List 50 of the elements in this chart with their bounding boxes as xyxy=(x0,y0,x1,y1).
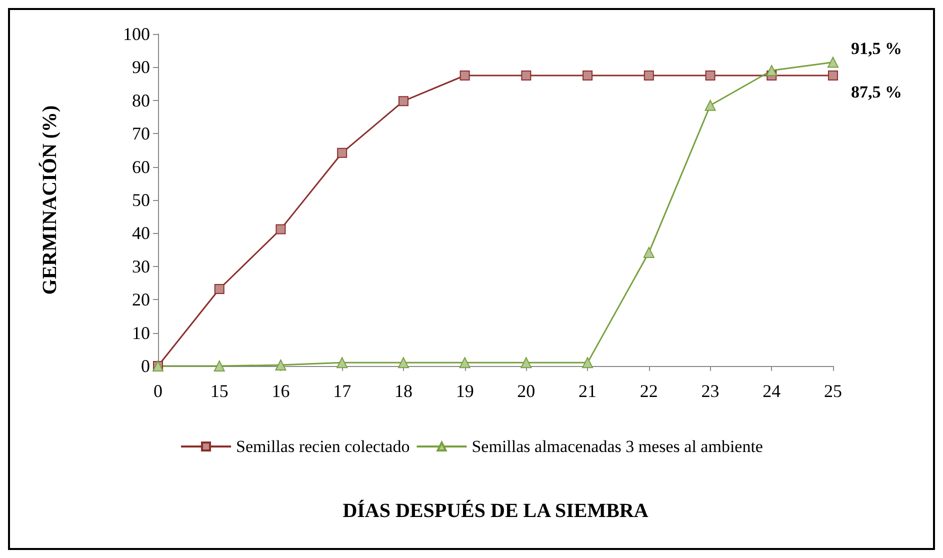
y-tick-label: 80 xyxy=(132,90,150,110)
point xyxy=(398,96,408,106)
x-tick-label: 24 xyxy=(762,381,781,401)
annotation: 87,5 % xyxy=(851,82,902,102)
point xyxy=(521,70,532,80)
legend-label: Semillas recien colectado xyxy=(236,437,410,456)
point xyxy=(398,357,409,368)
point xyxy=(582,357,594,368)
point xyxy=(337,148,348,158)
x-tick-label: 19 xyxy=(456,381,474,401)
point xyxy=(705,70,716,80)
point xyxy=(459,357,470,368)
x-tick-label: 15 xyxy=(210,381,228,401)
y-tick-label: 60 xyxy=(132,156,150,177)
y-tick-label: 90 xyxy=(132,57,150,78)
x-tick-label: 25 xyxy=(824,381,842,401)
point xyxy=(214,360,225,372)
point xyxy=(582,70,593,80)
point xyxy=(704,100,716,111)
point xyxy=(214,284,224,294)
y-tick-label: 0 xyxy=(141,356,150,376)
y-tick-label: 70 xyxy=(132,124,150,144)
x-tick-label: 23 xyxy=(701,381,720,401)
legend-label: Semillas almacenadas 3 meses al ambiente xyxy=(472,437,763,456)
y-tick-label: 10 xyxy=(132,322,150,343)
x-tick-label: 21 xyxy=(578,381,597,401)
point xyxy=(644,70,654,80)
point xyxy=(276,224,286,234)
y-tick-label: 40 xyxy=(132,223,150,244)
point xyxy=(828,56,838,68)
x-tick-label: 16 xyxy=(272,381,290,401)
x-tick-label: 18 xyxy=(394,381,412,401)
point xyxy=(336,357,348,368)
x-tick-label: 20 xyxy=(517,381,536,401)
point xyxy=(766,65,778,76)
y-axis-title: GERMINACIÓN (%) xyxy=(38,105,61,295)
point xyxy=(520,357,532,368)
y-tick-label: 50 xyxy=(132,190,150,210)
point xyxy=(460,70,470,80)
point xyxy=(275,360,286,371)
point xyxy=(828,70,838,80)
y-tick-label: 20 xyxy=(132,290,150,310)
y-tick-label: 100 xyxy=(123,24,150,44)
annotation: 91,5 % xyxy=(851,39,902,58)
x-axis-title: DÍAS DESPUÉS DE LA SIEMBRA xyxy=(342,499,649,522)
x-tick-label: 22 xyxy=(640,381,658,401)
x-tick-label: 17 xyxy=(333,381,352,401)
point xyxy=(643,246,654,258)
y-tick-label: 30 xyxy=(132,256,150,276)
x-tick-label: 0 xyxy=(154,381,162,401)
